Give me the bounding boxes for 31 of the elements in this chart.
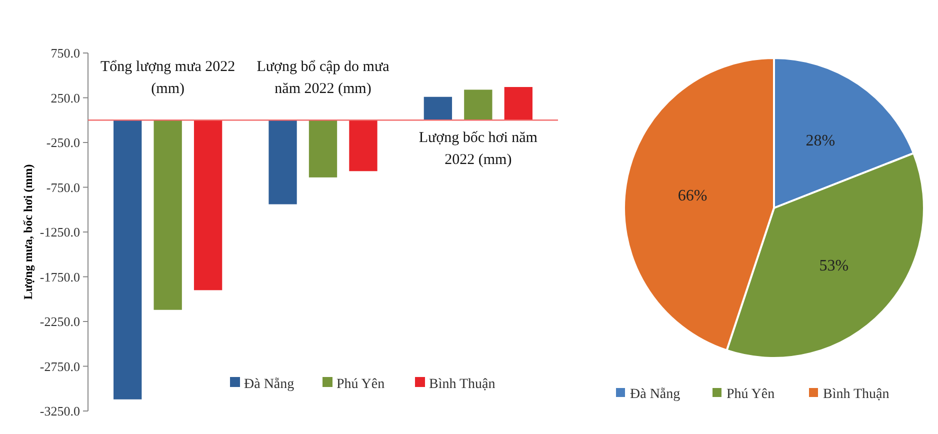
y-tick-label: -1250.0 (40, 224, 80, 240)
x-tick-label: Lượng bốc hơi năm 2022 (mm) (418, 130, 538, 168)
legend-label: Phú Yên (726, 386, 775, 402)
y-tick-label: -1750.0 (40, 269, 80, 284)
y-tick-label: -2750.0 (40, 358, 80, 374)
y-tick-label: -3250.0 (40, 404, 80, 419)
legend-label: Đà Nẵng (630, 386, 680, 402)
bar (194, 120, 222, 290)
data-label: 66% (678, 187, 708, 204)
bar (154, 120, 182, 310)
bar (114, 120, 142, 400)
bar (268, 120, 297, 204)
y-tick-label: 250.0 (50, 90, 80, 106)
data-label: 28% (806, 132, 836, 150)
bar (349, 120, 378, 172)
data-label: 53% (819, 257, 849, 274)
legend-label: Đà Nẵng (244, 376, 294, 392)
legend-label: Bình Thuận (823, 386, 890, 402)
y-tick-label: -250.0 (46, 135, 80, 150)
bar (424, 96, 452, 120)
y-axis-title: Lượng mưa, bốc hơi (mm) (21, 164, 35, 300)
x-tick-label: Lượng bổ cập do mưa năm 2022 (mm) (256, 59, 390, 97)
y-tick-label: 750.0 (50, 46, 80, 61)
bar (464, 90, 492, 120)
bar (308, 120, 338, 178)
x-tick-label: Tổng lượng mưa 2022 (mm) (100, 59, 236, 97)
legend-label: Bình Thuận (429, 376, 496, 392)
bar (504, 87, 532, 120)
y-tick-label: -750.0 (46, 180, 80, 195)
legend-label: Phú Yên (336, 376, 385, 392)
y-tick-label: -2250.0 (40, 314, 80, 330)
